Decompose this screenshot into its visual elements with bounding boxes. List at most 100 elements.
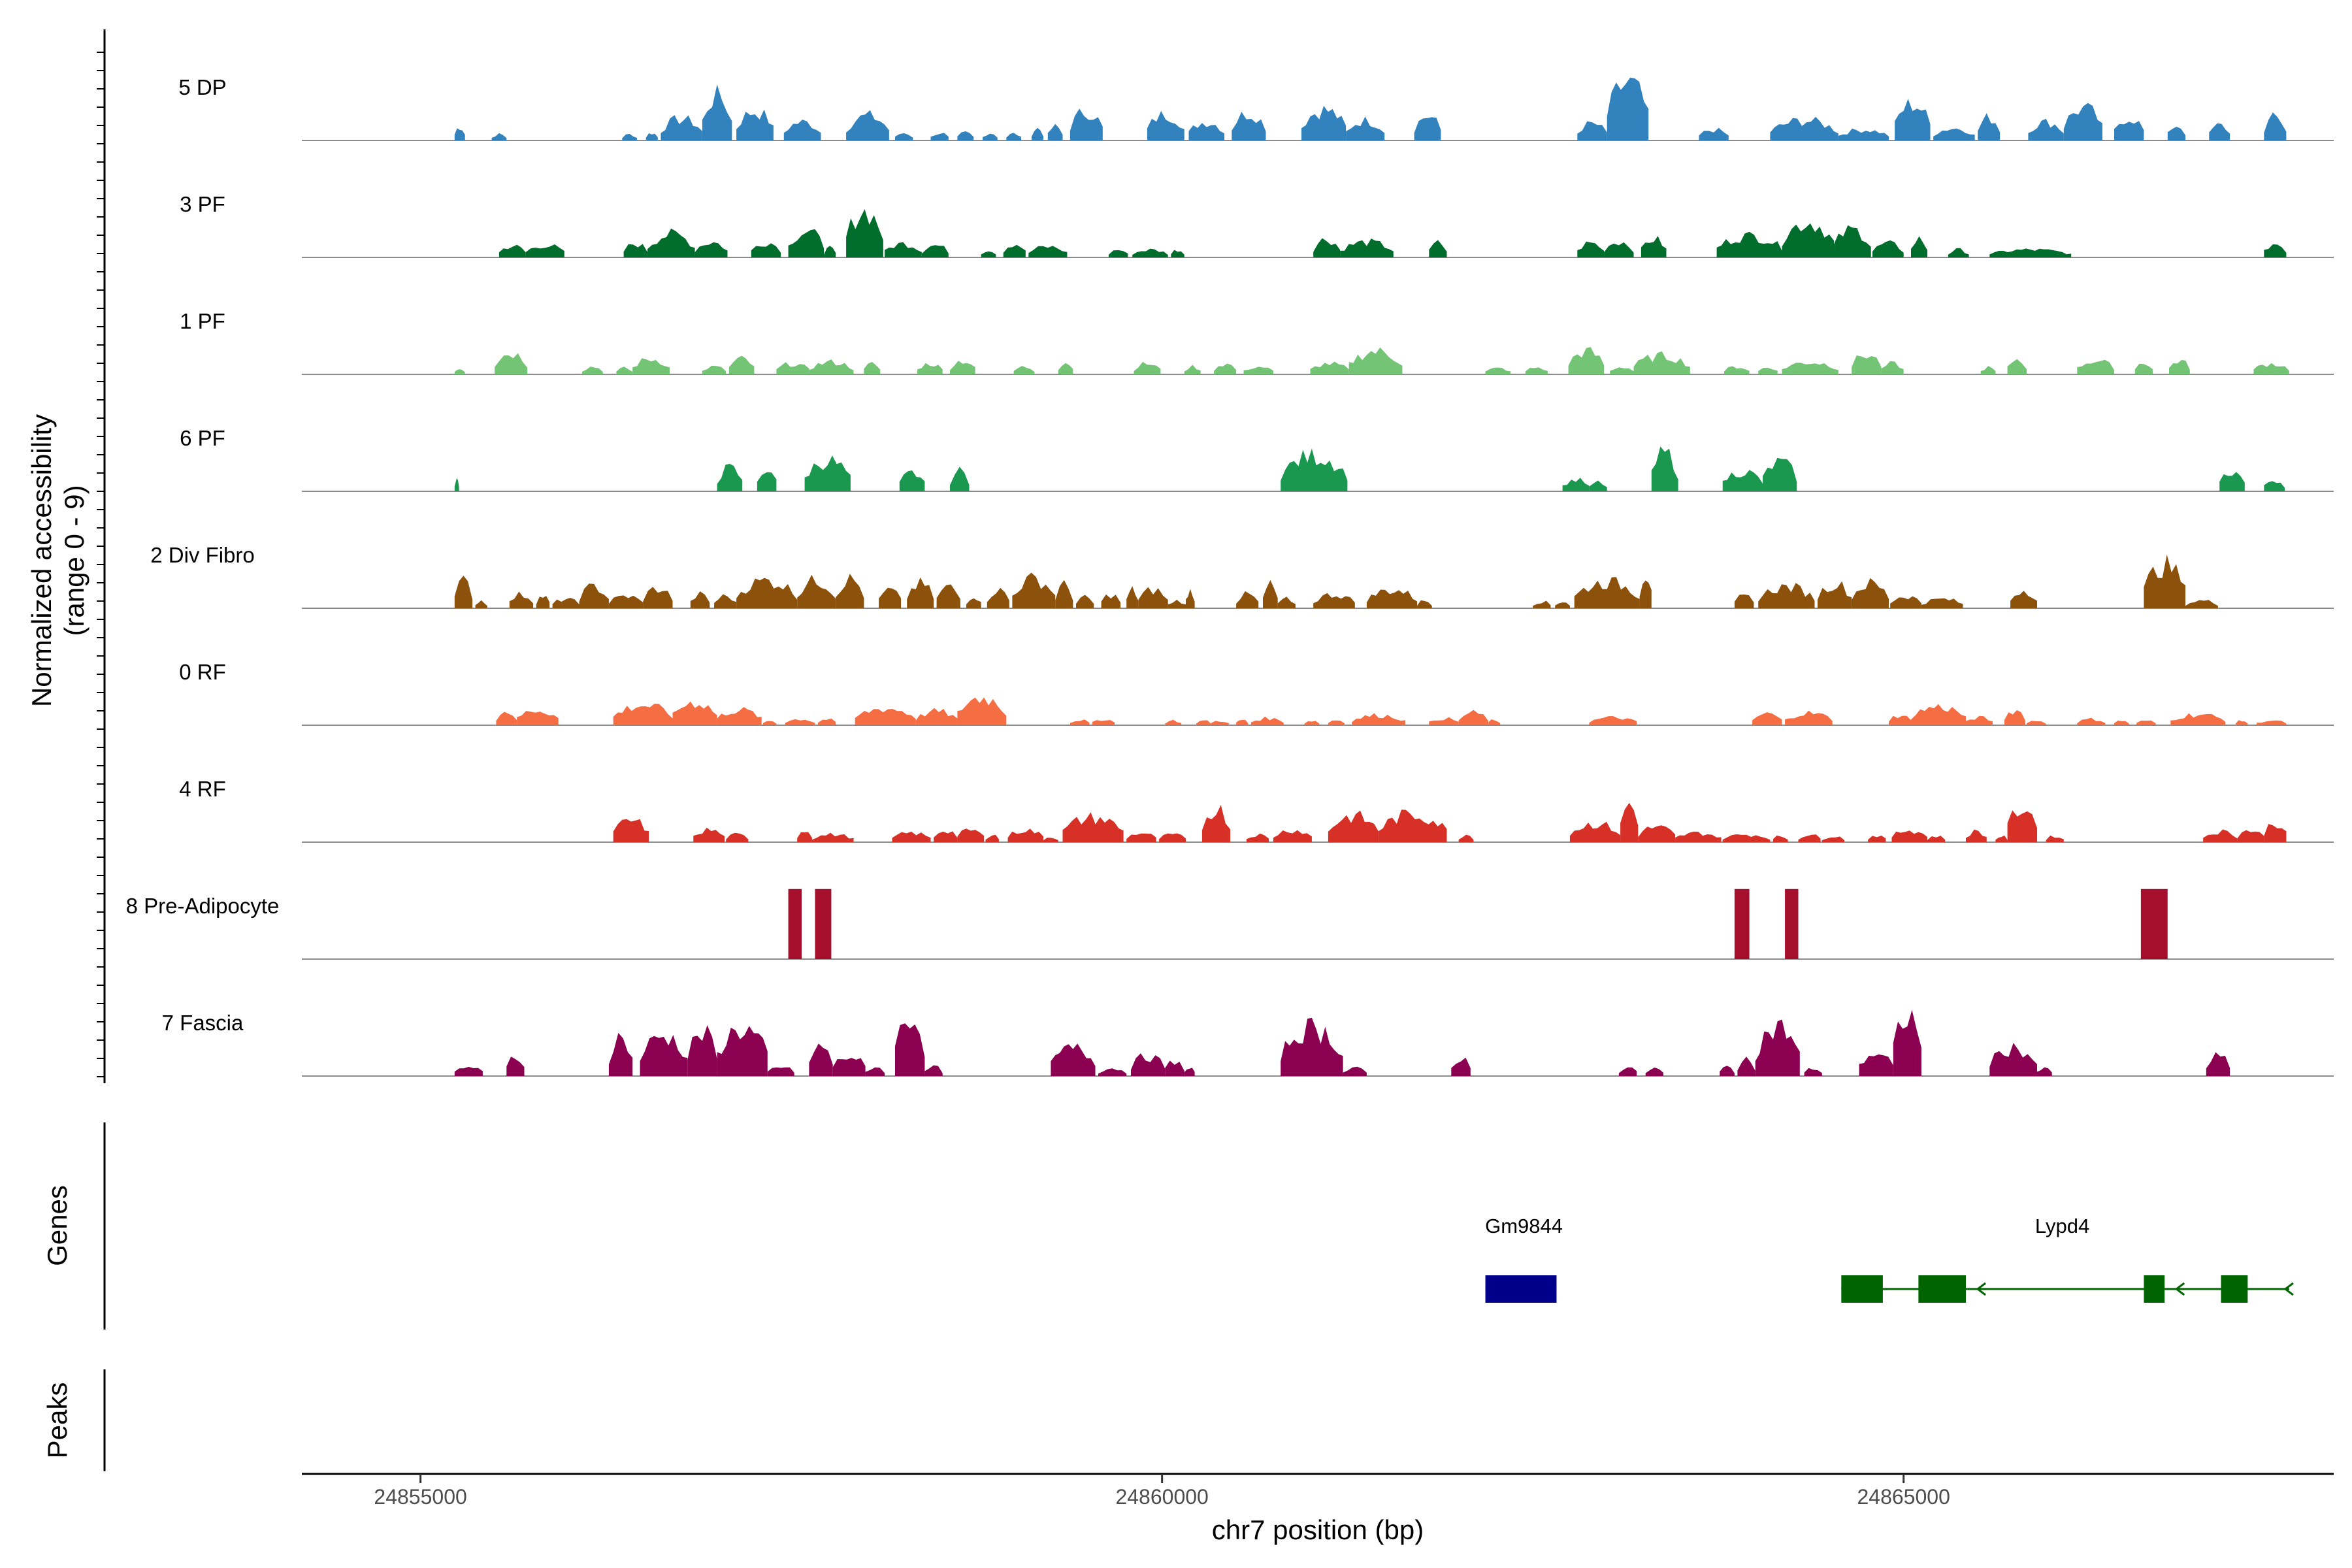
coverage-peak — [702, 365, 727, 374]
coverage-peak — [957, 131, 974, 140]
coverage-peak — [1134, 361, 1161, 374]
coverage-peak — [957, 828, 985, 842]
x-axis-title: chr7 position (bp) — [1212, 1514, 1424, 1545]
coverage-peak — [1168, 600, 1186, 608]
coverage-peak — [647, 228, 695, 257]
coverage-peak — [824, 246, 836, 257]
coverage-peak — [899, 470, 925, 491]
coverage-peak — [797, 832, 812, 842]
coverage-peak — [1890, 596, 1921, 608]
coverage-peak — [1281, 1017, 1343, 1076]
coverage-peak — [985, 834, 999, 842]
coverage-peak — [2144, 554, 2185, 608]
track-8-pre-adipocyte: 8 Pre-Adipocyte — [126, 889, 2334, 960]
coverage-peak — [815, 889, 832, 959]
coverage-peak — [809, 1043, 833, 1076]
coverage-peak — [1250, 716, 1284, 725]
coverage-peak — [1798, 834, 1821, 842]
strand-arrow — [1976, 1282, 1986, 1296]
coverage-peak — [1770, 116, 1838, 140]
coverage-peak — [622, 133, 637, 140]
coverage-peak — [1247, 833, 1269, 842]
coverage-peak — [726, 832, 749, 842]
coverage-peak — [1895, 99, 1931, 140]
coverage-peak — [1933, 128, 1975, 140]
coverage-peak — [2264, 244, 2287, 257]
coverage-peak — [957, 697, 1007, 725]
coverage-peak — [672, 701, 717, 725]
coverage-peak — [1273, 830, 1312, 842]
track-label: 2 Div Fibro — [150, 543, 255, 567]
coverage-peak — [2140, 889, 2168, 959]
coverage-peak — [616, 367, 633, 374]
coverage-peak — [950, 466, 970, 491]
coverage-peak — [454, 1066, 483, 1076]
coverage-peak — [1752, 712, 1782, 725]
coverage-peak — [1451, 1057, 1471, 1076]
coverage-peak — [836, 574, 864, 608]
coverage-peak — [924, 1065, 943, 1076]
coverage-peak — [1852, 355, 1882, 374]
coverage-peak — [643, 587, 673, 608]
track-label: 0 RF — [179, 660, 226, 684]
coverage-peak — [1051, 1043, 1096, 1076]
coverage-peak — [1485, 367, 1511, 374]
coverage-peak — [1577, 121, 1607, 140]
coverage-peak — [1101, 594, 1121, 608]
coverage-peak — [1346, 116, 1385, 140]
coverage-peak — [1458, 710, 1489, 725]
coverage-peak — [1989, 1043, 2037, 1076]
coverage-peak — [579, 583, 609, 608]
coverage-peak — [1126, 833, 1156, 842]
coverage-peak — [1131, 1053, 1166, 1076]
coverage-peak — [776, 362, 809, 374]
coverage-peak — [1429, 717, 1459, 725]
coverage-peak — [608, 595, 644, 608]
coverage-peak — [1055, 580, 1073, 608]
coverage-peak — [1569, 821, 1621, 842]
coverage-peak — [788, 229, 825, 257]
coverage-peak — [1722, 470, 1763, 491]
coverage-peak — [757, 472, 777, 491]
coverage-peak — [2236, 720, 2248, 725]
coverage-peak — [865, 1067, 885, 1076]
coverage-peak — [855, 709, 916, 725]
coverage-peak — [1165, 719, 1182, 725]
coverage-peak — [1352, 713, 1405, 725]
coverage-peak — [1379, 809, 1447, 842]
coverage-peak — [1184, 365, 1201, 374]
coverage-peak — [1852, 578, 1889, 608]
coverage-peak — [1782, 223, 1834, 257]
x-tick-label: 24860000 — [1115, 1485, 1208, 1509]
coverage-peak — [1429, 240, 1447, 257]
coverage-peak — [613, 819, 649, 842]
coverage-peak — [966, 598, 981, 608]
coverage-peak — [1821, 836, 1844, 842]
coverage-peak — [1911, 236, 1927, 257]
coverage-peak — [1211, 721, 1229, 725]
coverage-peak — [1171, 250, 1184, 257]
coverage-peak — [1604, 242, 1634, 257]
strand-arrow — [2283, 1282, 2294, 1296]
coverage-peak — [864, 362, 881, 374]
coverage-peak — [1881, 361, 1904, 374]
coverage-peak — [1533, 600, 1551, 608]
coverage-peak — [1758, 367, 1778, 374]
coverage-peak — [879, 587, 902, 608]
coverage-peak — [983, 133, 998, 140]
coverage-peak — [1980, 366, 1996, 374]
coverage-peak — [1785, 710, 1833, 725]
coverage-peak — [2136, 720, 2156, 725]
coverage-peak — [2253, 363, 2289, 374]
track-5-dp: 5 DP — [178, 75, 2334, 141]
coverage-peak — [917, 363, 943, 374]
coverage-peak — [454, 478, 459, 491]
track-label: 1 PF — [180, 309, 225, 333]
coverage-peak — [2170, 713, 2226, 725]
coverage-peak — [895, 133, 913, 140]
coverage-peak — [1921, 598, 1963, 608]
coverage-peak — [1724, 366, 1750, 374]
coverage-peak — [2077, 717, 2106, 725]
coverage-peak — [1126, 586, 1139, 608]
